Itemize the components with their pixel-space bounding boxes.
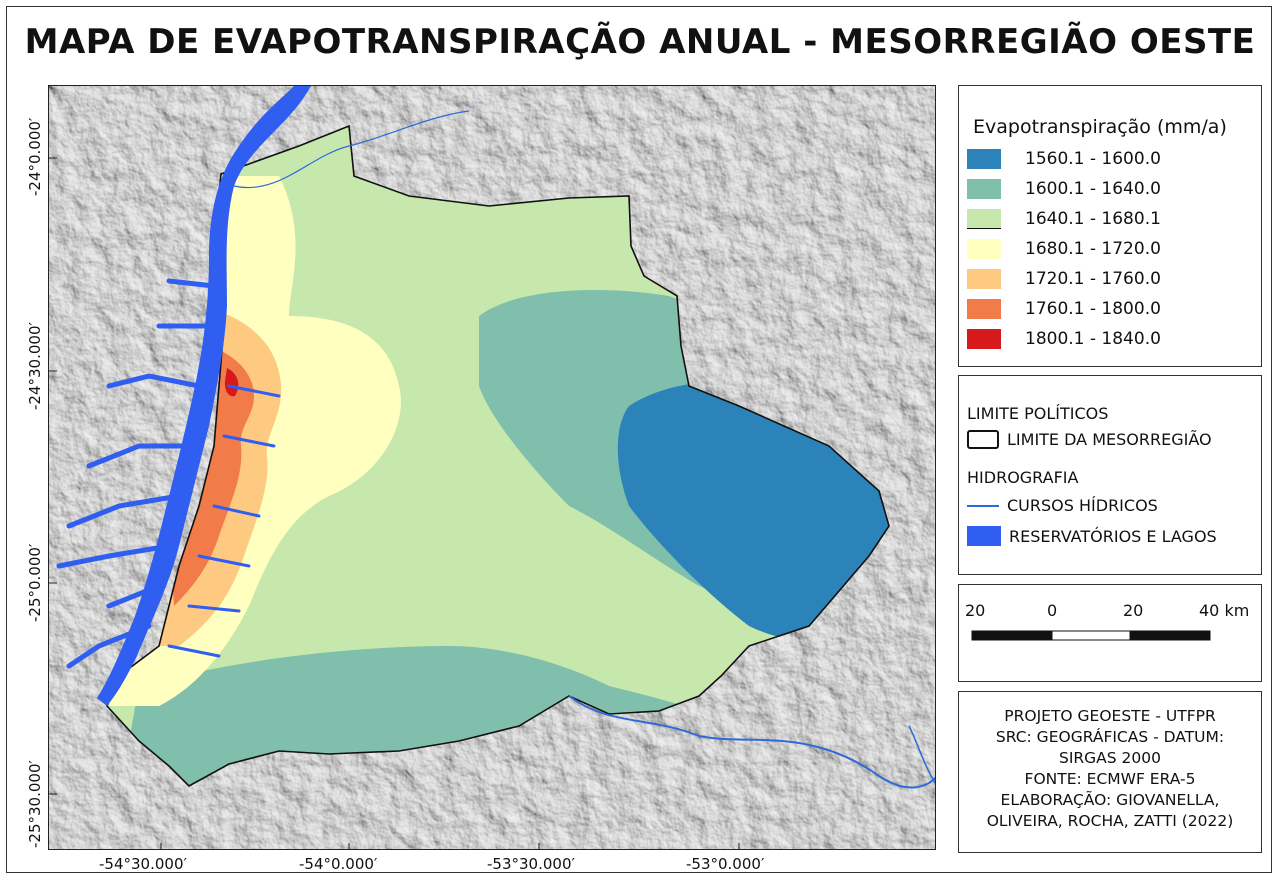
political-heading: LIMITE POLÍTICOS [967,404,1109,423]
zone-1800-1840 [224,368,239,397]
legend-swatch [967,179,1001,199]
zone-1560-1600 [617,382,889,641]
lon-label-54-00: -54°0.000′ [299,855,378,873]
legend-class-row: 1600.1 - 1640.0 [967,178,1161,200]
scalebar-label-20-left: 20 [965,601,986,620]
credits-line: SIRGAS 2000 [1058,749,1161,767]
map-canvas[interactable] [48,85,936,850]
legend-swatch [967,149,1001,169]
legend-class-row: 1680.1 - 1720.0 [967,238,1161,260]
lon-label-53-30: -53°30.000′ [487,855,575,873]
credits-text: PROJETO GEOESTE - UTFPR SRC: GEOGRÁFICAS … [959,706,1261,832]
legend-class-label: 1600.1 - 1640.0 [1025,179,1161,199]
scalebar-label-40km: 40 km [1199,601,1250,620]
map-title: MAPA DE EVAPOTRANSPIRAÇÃO ANUAL - MESORR… [24,22,1256,62]
reservoir-swatch [967,526,1001,546]
credits-line: ELABORAÇÃO: GIOVANELLA, [1000,791,1220,809]
lat-label-25-30: -25°30.000′ [26,760,44,848]
lat-label-25-00: -25°0.000′ [26,543,44,622]
legend-swatch [967,299,1001,319]
legend-title: Evapotranspiração (mm/a) [973,116,1227,138]
scalebar-segment-3 [1129,630,1211,641]
legend-class-row: 1760.1 - 1800.0 [967,298,1161,320]
map-svg [49,86,935,849]
river-swatch [967,504,999,507]
reservoir-arms [56,278,281,669]
legend-class-row: 1560.1 - 1600.0 [967,148,1161,170]
credits-line: FONTE: ECMWF ERA-5 [1024,770,1196,788]
boundary-label: LIMITE DA MESORREGIÃO [1007,430,1212,449]
legend-class-label: 1760.1 - 1800.0 [1025,299,1161,319]
scalebar-segment-1 [971,630,1053,641]
lon-label-54-30: -54°30.000′ [99,855,187,873]
rivers-legend-row: CURSOS HÍDRICOS [967,496,1158,515]
credits-panel: PROJETO GEOESTE - UTFPR SRC: GEOGRÁFICAS … [958,691,1262,853]
rivers-label: CURSOS HÍDRICOS [1007,496,1158,515]
legend-class-label: 1640.1 - 1680.1 [1025,209,1161,229]
reservoirs-label: RESERVATÓRIOS E LAGOS [1009,526,1217,546]
legend-swatch [967,269,1001,289]
legend-swatch [967,329,1001,349]
legend-swatch [967,209,1001,229]
hydro-heading: HIDROGRAFIA [967,468,1079,487]
lat-label-24-30: -24°30.000′ [26,322,44,410]
legend-class-label: 1560.1 - 1600.0 [1025,149,1161,169]
legend-class-label: 1680.1 - 1720.0 [1025,239,1161,259]
lon-label-53-00: -53°0.000′ [686,855,765,873]
evapotranspiration-legend: Evapotranspiração (mm/a) 1560.1 - 1600.0… [958,85,1262,367]
legend-class-label: 1800.1 - 1840.0 [1025,329,1161,349]
zone-1760-1800 [169,346,254,606]
graticule-ticks [49,157,740,849]
legend-class-row: 1800.1 - 1840.0 [967,328,1161,350]
legend-class-row: 1720.1 - 1760.0 [967,268,1161,290]
legend-class-label: 1720.1 - 1760.0 [1025,269,1161,289]
credits-line: OLIVEIRA, ROCHA, ZATTI (2022) [986,812,1234,830]
scalebar-label-0: 0 [1047,601,1058,620]
legend-swatch [967,239,1001,259]
credits-line: SRC: GEOGRÁFICAS - DATUM: [995,728,1225,746]
lat-label-24-00: -24°0.000′ [26,117,44,196]
credits-line: PROJETO GEOESTE - UTFPR [1004,707,1216,725]
scalebar [971,630,1211,641]
scalebar-label-20: 20 [1123,601,1144,620]
map-layout-frame [6,6,1272,873]
boundary-swatch [967,430,999,449]
reservoirs-legend-row: RESERVATÓRIOS E LAGOS [967,526,1217,546]
main-reservoir [97,86,311,706]
scalebar-segment-2 [1051,630,1131,641]
layers-legend: LIMITE POLÍTICOS LIMITE DA MESORREGIÃO H… [958,375,1262,575]
boundary-legend-row: LIMITE DA MESORREGIÃO [967,430,1212,449]
legend-class-row: 1640.1 - 1680.1 [967,208,1161,230]
scalebar-panel: 20 0 20 40 km [958,584,1262,682]
rivers [233,110,935,789]
